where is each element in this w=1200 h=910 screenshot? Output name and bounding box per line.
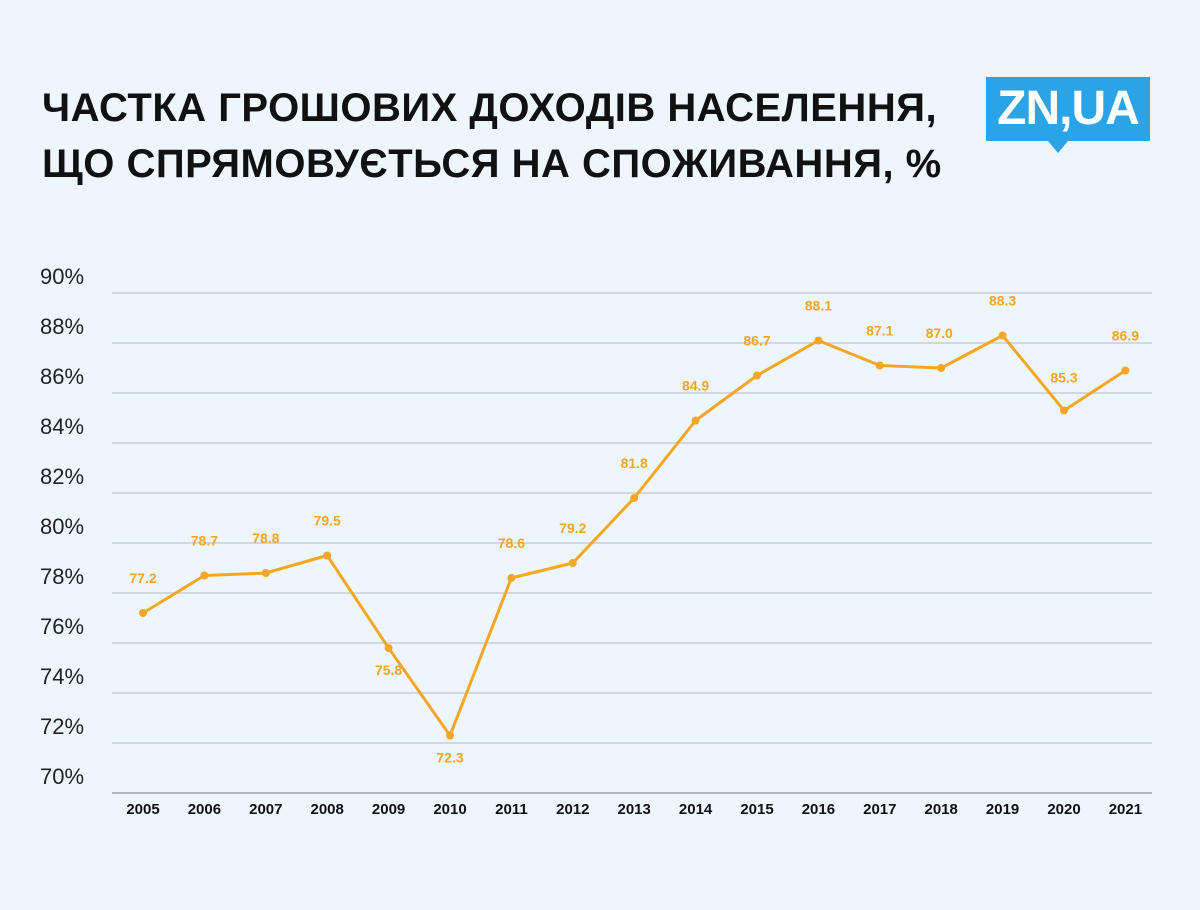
series-line [141,334,1127,737]
data-label: 87.1 [866,323,893,339]
x-tick-label: 2019 [986,801,1019,818]
x-tick-label: 2014 [679,801,713,818]
y-tick-label: 80% [40,514,84,539]
x-tick-label: 2009 [372,801,405,818]
logo-speech-tail [1048,141,1068,153]
x-tick-label: 2013 [618,801,651,818]
logo-background [986,77,1150,141]
y-tick-label: 74% [40,664,84,689]
data-label: 86.9 [1112,328,1139,344]
x-tick-label: 2020 [1047,801,1080,818]
x-tick-label: 2018 [925,801,958,818]
y-tick-label: 86% [40,364,84,389]
y-tick-label: 84% [40,414,84,439]
zn-ua-logo[interactable]: ZN,UA [986,77,1150,153]
y-tick-label: 72% [40,714,84,739]
y-tick-label: 88% [40,314,84,339]
data-label: 87.0 [926,325,953,341]
data-point [323,551,332,560]
data-point [446,731,454,740]
data-label: 81.8 [621,455,648,471]
data-label: 84.9 [682,378,709,394]
x-tick-label: 2005 [126,801,159,818]
data-point [691,416,700,425]
data-label: 88.1 [805,298,832,314]
data-label: 85.3 [1050,370,1077,386]
x-tick-label: 2016 [802,801,835,818]
data-point [507,574,516,582]
data-point [139,609,147,617]
data-label: 78.8 [252,530,279,546]
y-tick-label: 90% [40,264,84,289]
x-tick-label: 2010 [433,801,466,818]
logo-text: ZN,UA [997,82,1140,135]
data-label: 78.6 [498,535,525,551]
data-point [875,361,884,370]
x-tick-label: 2012 [556,801,589,818]
x-tick-label: 2006 [188,801,221,818]
data-point [568,559,577,567]
data-point [814,336,823,345]
data-label: 75.8 [375,662,402,678]
data-label: 79.5 [314,513,341,529]
y-tick-label: 76% [40,614,84,639]
data-point [384,644,393,652]
data-label: 72.3 [436,750,463,766]
data-label: 78.7 [191,533,218,549]
chart-title-line1: ЧАСТКА ГРОШОВИХ ДОХОДІВ НАСЕЛЕННЯ, [42,86,938,130]
x-tick-label: 2008 [311,801,344,818]
data-point [1060,406,1068,415]
data-point [753,371,761,380]
data-label: 86.7 [743,333,770,349]
x-tick-label: 2007 [249,801,282,818]
y-tick-label: 78% [40,564,84,589]
data-point [1121,366,1130,375]
data-label: 88.3 [989,293,1016,309]
data-point [630,494,639,502]
data-point [937,364,946,372]
y-tick-label: 82% [40,464,84,489]
y-tick-label: 70% [40,764,84,789]
data-point [261,569,270,577]
chart-title: ЧАСТКА ГРОШОВИХ ДОХОДІВ НАСЕЛЕННЯ, ЩО СП… [42,80,982,192]
data-point [998,331,1007,340]
x-tick-label: 2015 [740,801,773,818]
x-tick-label: 2011 [495,801,528,818]
x-tick-label: 2021 [1109,801,1142,818]
data-label: 77.2 [129,570,156,586]
x-tick-label: 2017 [863,801,896,818]
chart-title-line2: ЩО СПРЯМОВУЄТЬСЯ НА СПОЖИВАННЯ, % [42,142,942,186]
data-label: 79.2 [559,520,586,536]
data-point [200,571,209,580]
